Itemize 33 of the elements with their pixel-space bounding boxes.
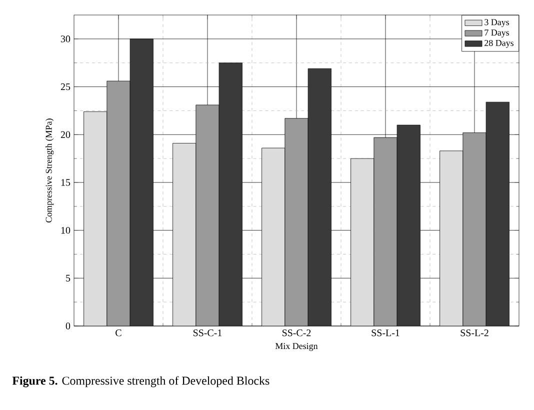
legend-label: 28 Days [484,40,514,48]
bar [396,124,420,326]
bar [196,104,220,326]
y-axis-title: Compressive Strength (MPa) [46,118,54,222]
x-axis-title: Mix Design [275,343,318,351]
bar [486,102,510,326]
bar [284,118,308,326]
y-tick-label: 15 [61,179,70,186]
bar [106,80,130,326]
bar [308,68,332,326]
y-tick-label: 20 [60,131,70,138]
y-tick-label: 5 [66,274,70,282]
bar [462,132,486,326]
legend-label: 3 Days [484,19,510,28]
x-tick-label: SS-L-1 [372,330,400,336]
x-tick-label: SS-C-1 [194,330,222,336]
y-tick-label: 30 [61,36,70,42]
bar [350,158,374,326]
legend-label: 7 Days [484,30,510,38]
text: Figure 5. Compressive strength of Developed Blocks [12,376,270,388]
x-tick-label: C [116,330,122,336]
y-tick-label: 10 [61,226,70,234]
bar [130,38,154,326]
y-tick-label: 0 [66,322,70,330]
bar [374,137,398,326]
bar [84,111,108,326]
x-tick-label: SS-L-2 [460,330,488,336]
bar [440,150,464,326]
x-tick-label: SS-C-2 [282,330,311,336]
y-tick-label: 25 [60,83,70,90]
bar [172,143,196,326]
bar [262,148,286,326]
bar [218,62,242,326]
